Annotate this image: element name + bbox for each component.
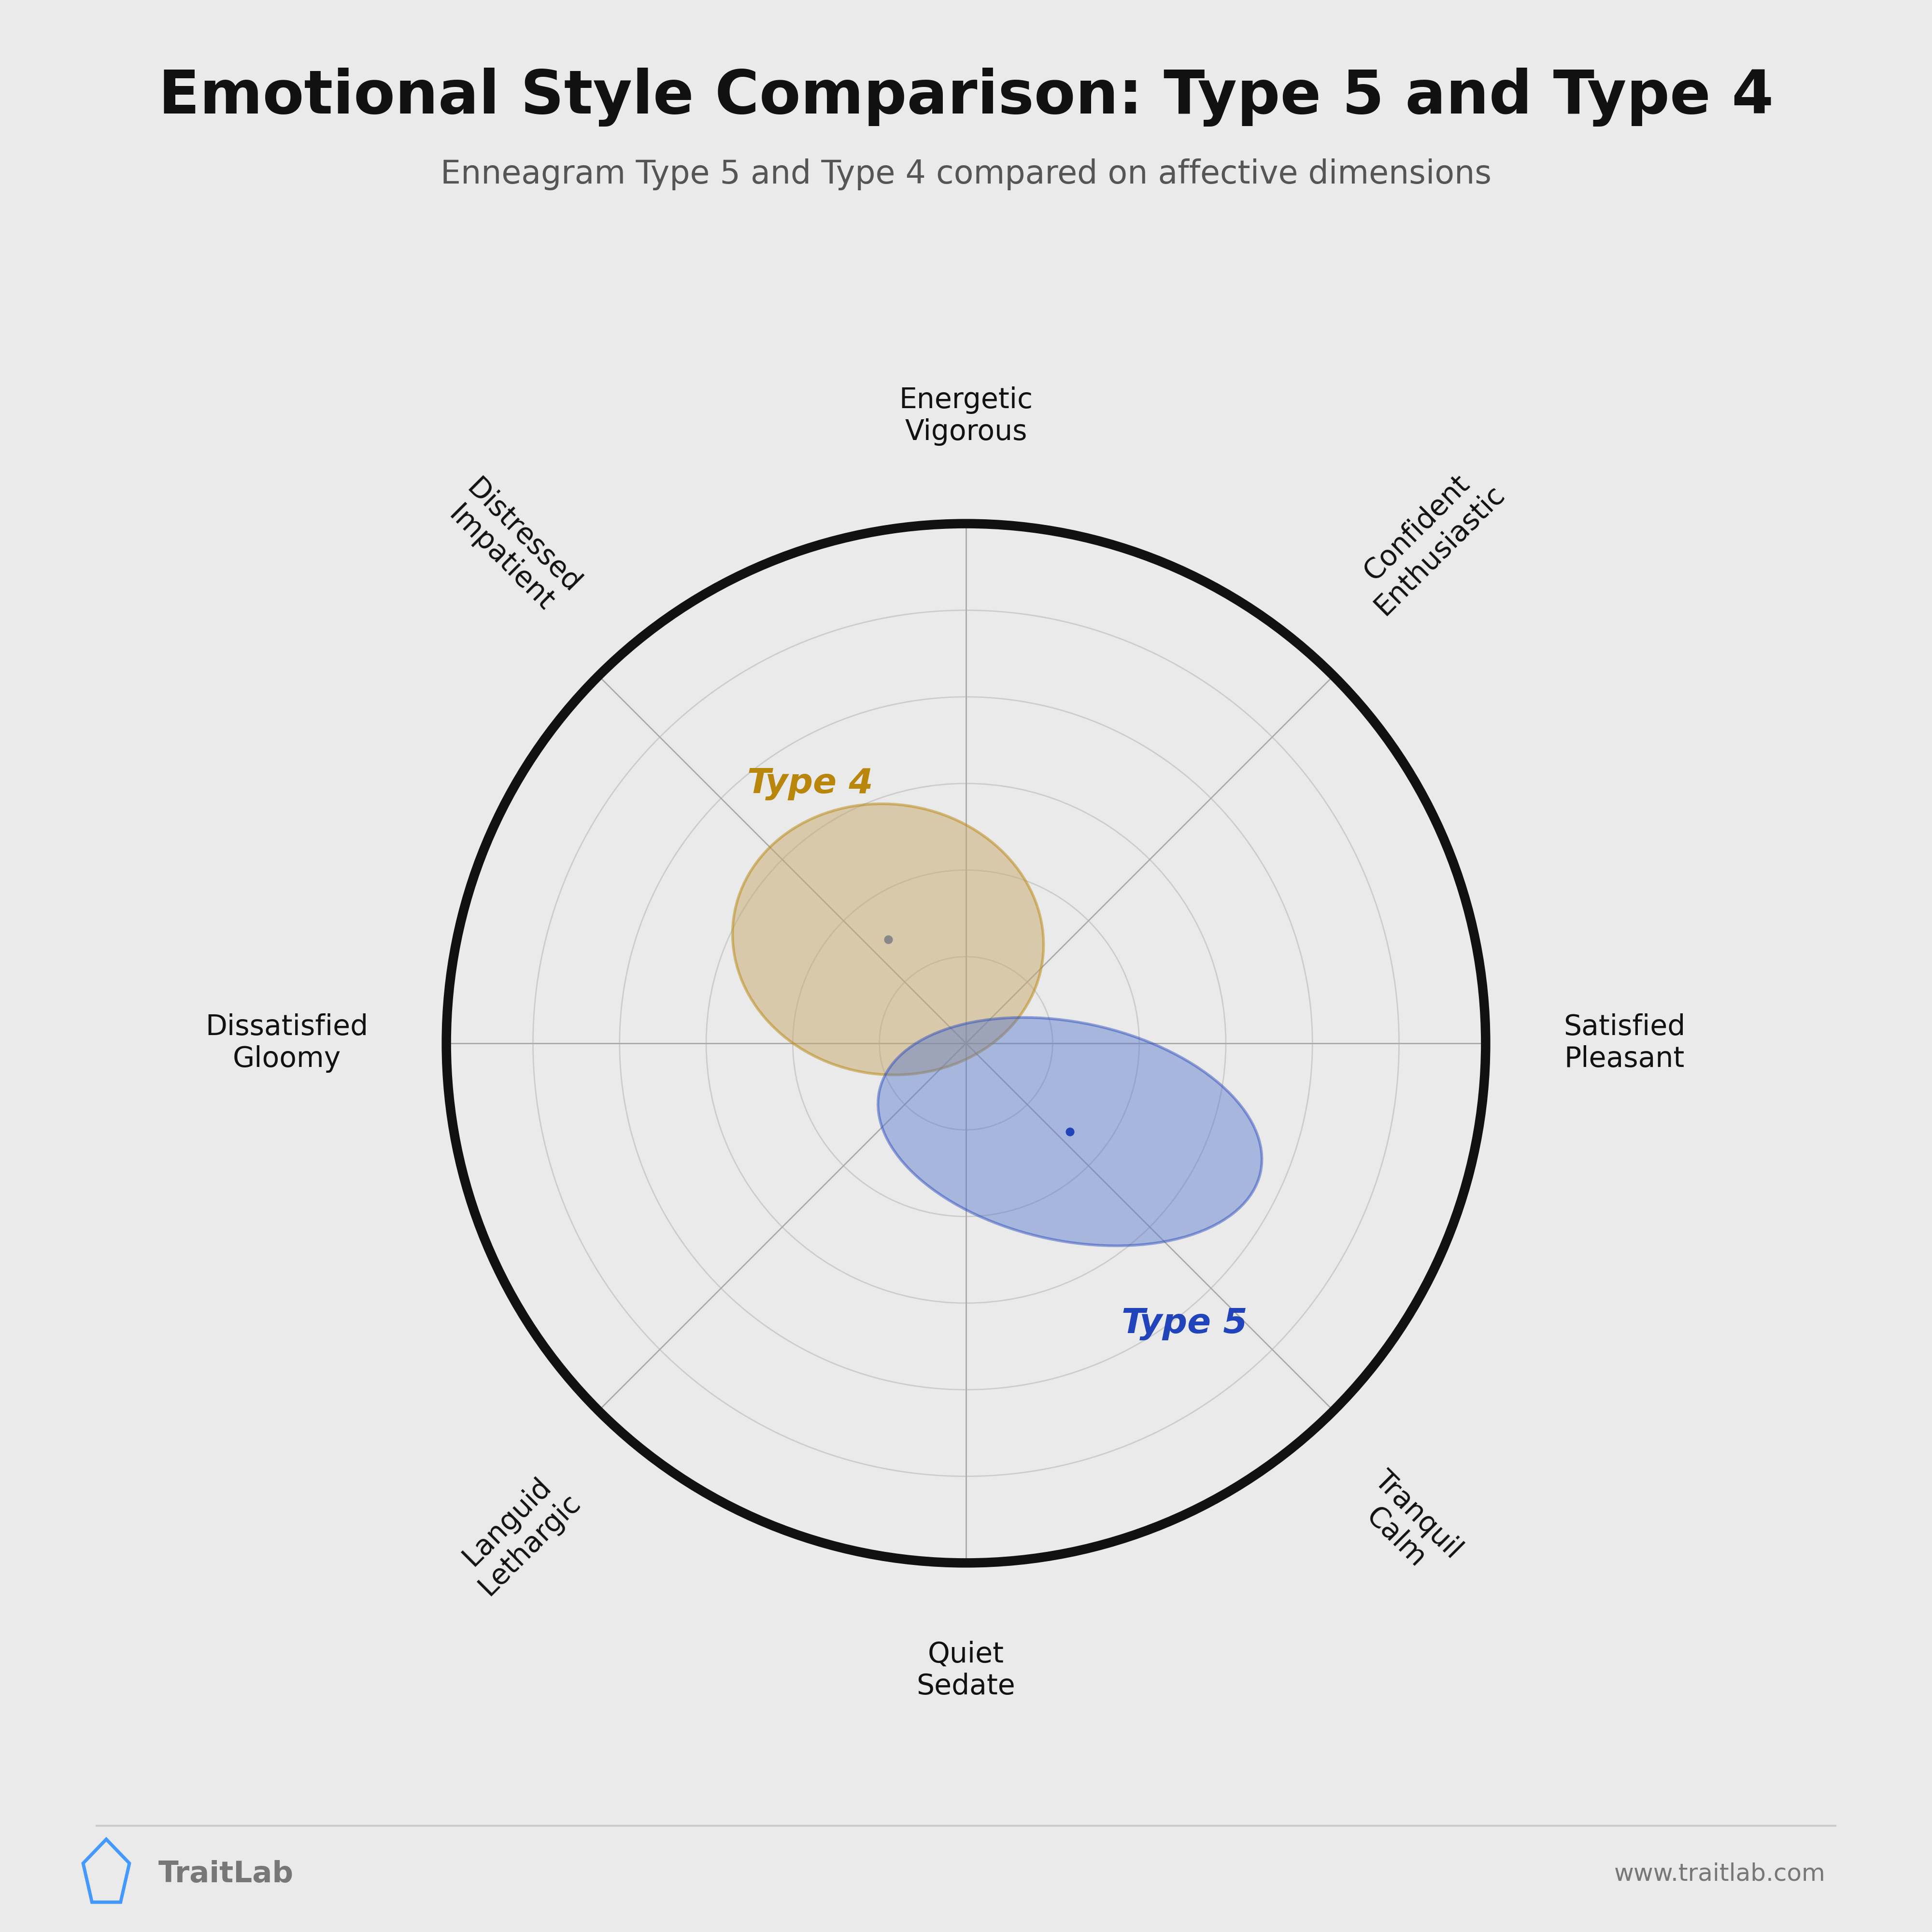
Ellipse shape	[732, 804, 1043, 1074]
Text: www.traitlab.com: www.traitlab.com	[1615, 1862, 1826, 1886]
Text: TraitLab: TraitLab	[158, 1861, 294, 1888]
Text: Quiet
Sedate: Quiet Sedate	[916, 1640, 1016, 1700]
Text: Dissatisfied
Gloomy: Dissatisfied Gloomy	[205, 1014, 369, 1072]
Text: Distressed
Impatient: Distressed Impatient	[439, 473, 585, 620]
Text: Enneagram Type 5 and Type 4 compared on affective dimensions: Enneagram Type 5 and Type 4 compared on …	[440, 158, 1492, 191]
Text: Type 5: Type 5	[1121, 1308, 1248, 1341]
Text: Languid
Lethargic: Languid Lethargic	[450, 1466, 585, 1600]
Text: Energetic
Vigorous: Energetic Vigorous	[898, 386, 1034, 446]
Text: Tranquil
Calm: Tranquil Calm	[1347, 1466, 1466, 1586]
Text: Confident
Enthusiastic: Confident Enthusiastic	[1347, 458, 1509, 620]
Text: Emotional Style Comparison: Type 5 and Type 4: Emotional Style Comparison: Type 5 and T…	[158, 68, 1774, 128]
Text: Type 4: Type 4	[748, 767, 873, 800]
Ellipse shape	[877, 1018, 1262, 1246]
Text: Satisfied
Pleasant: Satisfied Pleasant	[1563, 1014, 1685, 1072]
